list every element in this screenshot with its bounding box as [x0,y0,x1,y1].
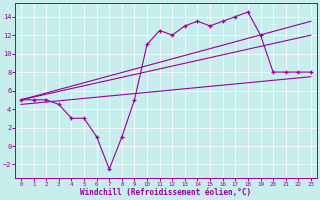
X-axis label: Windchill (Refroidissement éolien,°C): Windchill (Refroidissement éolien,°C) [80,188,252,197]
